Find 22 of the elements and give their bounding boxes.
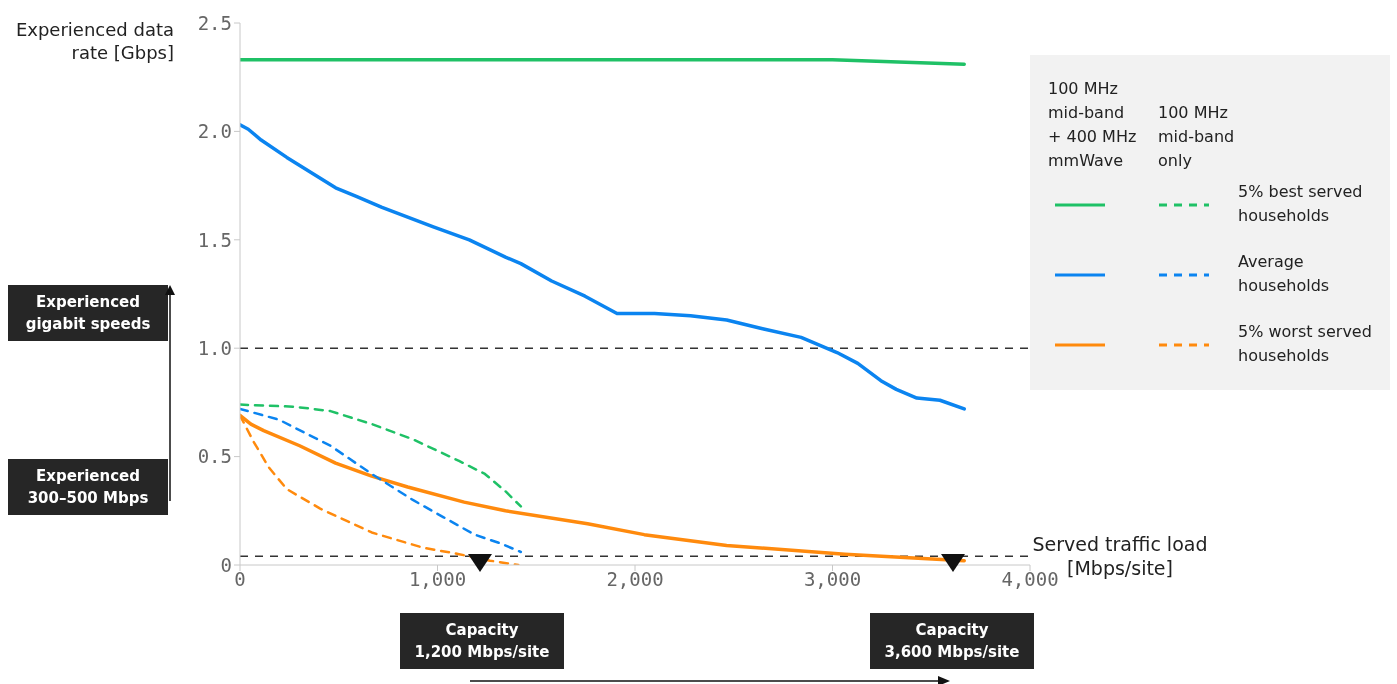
text: Capacity 3,600 Mbps/site	[870, 613, 1034, 669]
legend-label: 5% best served households	[1238, 181, 1364, 227]
y-tick-label: 1.5	[197, 228, 232, 251]
y-axis-title: Experienced data rate [Gbps]	[14, 18, 174, 64]
x-tick-label: 2,000	[606, 568, 664, 591]
legend-label: Average households	[1238, 251, 1331, 297]
text: Capacity 1,200 Mbps/site	[400, 613, 564, 669]
text: 100 MHz mid-band only	[1158, 102, 1235, 172]
y-tick-label: 2.5	[197, 11, 232, 34]
y-tick-label: 0	[220, 553, 232, 576]
text: 100 MHz mid-band + 400 MHz mmWave	[1048, 78, 1137, 172]
y-tick-label: 0.5	[197, 445, 232, 468]
text: Experienced gigabit speeds	[8, 285, 168, 341]
x-tick-label: 3,000	[803, 568, 862, 591]
y-tick-label: 2.0	[197, 120, 232, 143]
y-tick-label: 1.0	[197, 336, 232, 359]
x-tick-label: 1,000	[408, 568, 467, 591]
legend-label: 5% worst served households	[1238, 321, 1373, 367]
x-tick-label: 0	[234, 568, 246, 591]
line-series	[240, 123, 966, 411]
line-series	[240, 403, 523, 508]
text: Experienced 300–500 Mbps	[8, 459, 168, 515]
